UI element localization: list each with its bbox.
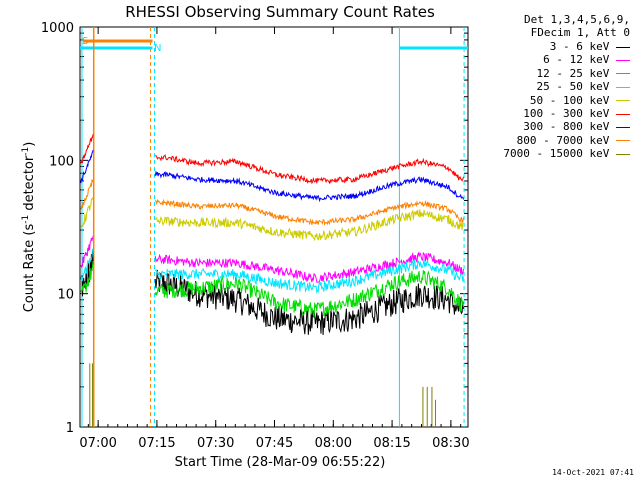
x-axis-label: Start Time (28-Mar-09 06:55:22)	[175, 455, 386, 470]
series-line	[154, 269, 464, 336]
y-label-sup: -1	[21, 147, 31, 156]
legend-label: 300 - 800 keV	[523, 120, 616, 134]
series-layer	[80, 134, 464, 427]
y-tick-labels: 1 10 100 1000	[41, 21, 74, 436]
legend-label: 25 - 50 keV	[536, 80, 616, 94]
legend-swatch	[616, 46, 630, 48]
y-tick-label: 1	[66, 421, 74, 436]
series-line	[154, 170, 464, 203]
legend-header-2: FDecim 1, Att 0	[530, 26, 630, 39]
y-label-part: )	[22, 142, 37, 147]
x-tick-label: 07:00	[79, 436, 116, 451]
legend-swatch	[616, 113, 630, 115]
legend-entry: 25 - 50 keV	[537, 80, 630, 93]
series-line	[80, 197, 94, 228]
region-lines	[80, 27, 468, 427]
legend-label: 800 - 7000 keV	[516, 133, 616, 147]
series-line	[80, 236, 94, 269]
legend-entry: 12 - 25 keV	[537, 67, 630, 80]
legend-swatch	[616, 73, 630, 75]
legend-entry: 800 - 7000 keV	[517, 134, 630, 147]
marker-s-label: S	[82, 36, 88, 47]
y-label-part: Count Rate (s	[22, 224, 37, 313]
legend-label: 12 - 25 keV	[536, 66, 616, 80]
legend-entry: 6 - 12 keV	[543, 53, 630, 66]
x-tick-label: 07:15	[138, 436, 175, 451]
legend-swatch	[616, 140, 630, 142]
legend-label: 3 - 6 keV	[549, 40, 616, 53]
series-line	[80, 261, 94, 293]
plot-frame	[79, 26, 469, 428]
x-tick-label: 08:30	[432, 436, 469, 451]
legend-swatch	[616, 100, 630, 102]
legend-label: 50 - 100 keV	[529, 93, 616, 107]
series-line	[154, 259, 464, 294]
series-line	[154, 251, 464, 283]
legend-entry: 50 - 100 keV	[530, 94, 630, 107]
y-tick-label: 100	[49, 154, 74, 169]
chart-title: RHESSI Observing Summary Count Rates	[125, 3, 435, 21]
series-line	[80, 134, 94, 164]
legend-label: 100 - 300 keV	[523, 107, 616, 120]
marker-n-label: N	[154, 43, 161, 54]
legend-swatch	[616, 86, 630, 88]
series-line	[80, 248, 94, 282]
series-line	[154, 198, 464, 227]
timestamp: 14-Oct-2021 07:41	[552, 468, 634, 477]
x-tick-label: 07:45	[256, 436, 293, 451]
legend-label: 6 - 12 keV	[543, 53, 616, 67]
legend-entry: 300 - 800 keV	[523, 120, 630, 133]
y-tick-label: 10	[57, 288, 74, 303]
series-line	[154, 270, 464, 318]
series-line	[80, 178, 94, 210]
y-tick-label: 1000	[41, 21, 74, 36]
legend-swatch	[616, 126, 630, 128]
x-tick-labels: 07:00 07:15 07:30 07:45 08:00 08:15 08:30	[79, 436, 469, 451]
legend-label: 7000 - 15000 keV	[503, 147, 616, 161]
tick-marks	[80, 26, 468, 428]
series-line	[155, 154, 464, 185]
y-label-part: detector	[22, 155, 37, 215]
y-label-sup: -1	[21, 215, 31, 224]
legend-entry: 3 - 6 keV	[550, 40, 630, 53]
legend-entry: 7000 - 15000 keV	[503, 147, 630, 160]
legend-header-1: Det 1,3,4,5,6,9,	[524, 13, 630, 26]
y-axis-label: Count Rate (s-1 detector-1)	[21, 142, 37, 313]
legend-entry: 100 - 300 keV	[523, 107, 630, 120]
series-line	[80, 149, 94, 184]
legend-swatch	[616, 59, 630, 61]
series-line	[154, 209, 464, 242]
legend-swatch	[616, 153, 630, 155]
x-tick-label: 07:30	[197, 436, 234, 451]
x-tick-label: 08:15	[373, 436, 410, 451]
x-tick-label: 08:00	[315, 436, 352, 451]
